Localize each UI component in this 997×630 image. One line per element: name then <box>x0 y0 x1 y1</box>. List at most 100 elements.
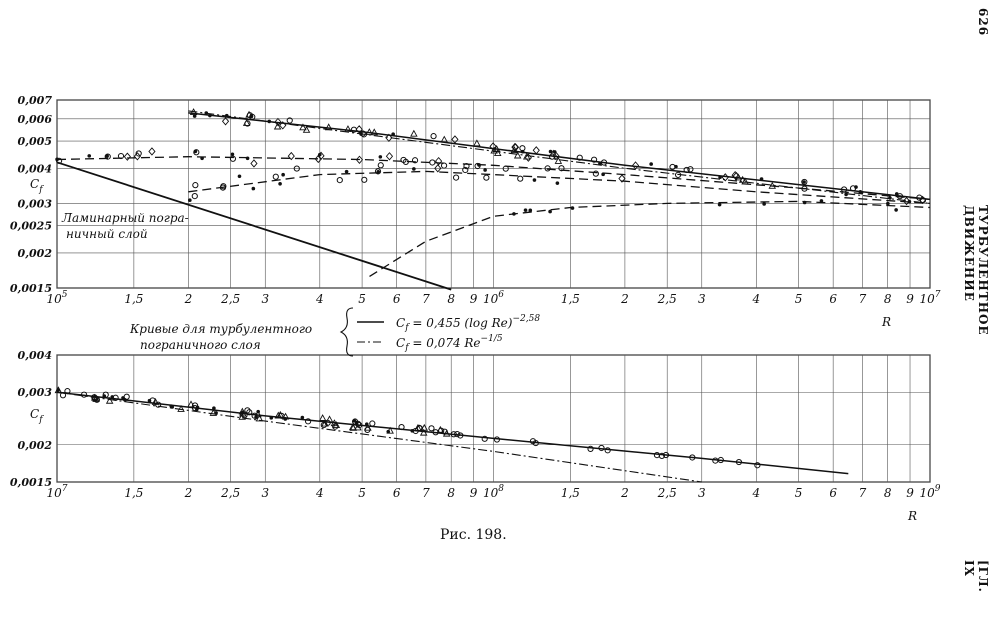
data-point <box>718 175 722 180</box>
x-tick-label: 6 <box>393 292 401 306</box>
data-point <box>440 135 449 143</box>
x-tick-label: 1,5 <box>124 292 143 306</box>
data-point <box>414 423 422 431</box>
x-tick-label: 2,5 <box>220 486 240 500</box>
data-point <box>64 388 71 395</box>
data-point <box>250 159 258 168</box>
data-point <box>281 172 285 177</box>
data-point <box>135 150 142 157</box>
data-point <box>376 169 381 174</box>
data-point <box>524 153 532 162</box>
data-point <box>192 114 197 118</box>
data-point <box>438 427 445 434</box>
data-point <box>192 182 199 189</box>
data-point <box>102 391 109 398</box>
x-tick-label: 2 <box>184 292 193 306</box>
data-point <box>369 420 376 427</box>
x-tick-label: 4 <box>315 486 324 500</box>
data-point <box>191 402 199 409</box>
data-point <box>631 161 640 170</box>
data-point <box>419 428 428 436</box>
x-tick-label: 3 <box>698 486 706 500</box>
x-tick-label: 5 <box>795 292 803 306</box>
data-point <box>548 153 556 160</box>
tick-labels: 105 1,5 2 2,5 3 4 5 6 7 8 9 106 1,5 2 2,5 3 4 5 6 7 8 9 1070,0… <box>10 94 941 500</box>
data-point <box>318 414 327 421</box>
data-point <box>919 197 927 204</box>
data-point <box>189 108 198 115</box>
data-point <box>59 392 67 399</box>
data-point <box>391 132 395 137</box>
x-tick-label: 9 <box>470 486 478 500</box>
data-point <box>244 407 251 414</box>
data-point <box>570 206 575 210</box>
data-point <box>324 123 333 131</box>
data-point <box>273 122 282 130</box>
data-point <box>653 451 661 459</box>
y-tick-label: 0,004 <box>18 162 52 175</box>
data-point <box>549 149 558 157</box>
data-point <box>254 410 262 418</box>
data-point <box>246 409 253 416</box>
data-point <box>219 184 227 191</box>
x-tick-label: 1,5 <box>561 486 580 500</box>
data-point <box>374 168 382 175</box>
y-tick-label: 0,002 <box>18 439 53 452</box>
x-tick-label: 1,5 <box>124 486 143 500</box>
x-tick-label: 105 <box>46 290 67 306</box>
data-point <box>888 196 892 200</box>
data-point <box>734 173 743 181</box>
y-tick-label: 0,007 <box>18 94 53 107</box>
data-point <box>457 432 464 439</box>
bottom-chart-grid <box>56 354 931 483</box>
data-point <box>241 412 248 419</box>
data-point <box>249 113 256 120</box>
x-tick-label: 6 <box>393 486 401 500</box>
data-point <box>717 202 722 207</box>
chapter-label: [ГЛ. IX <box>962 560 990 593</box>
x-tick-label: 7 <box>859 486 867 500</box>
data-point <box>123 398 127 402</box>
x-tick-label: 109 <box>919 484 940 500</box>
data-point <box>511 142 519 152</box>
data-point <box>649 162 653 166</box>
data-point <box>669 163 676 171</box>
data-point <box>344 125 352 133</box>
x-tick-label: 4 <box>315 292 324 306</box>
figure: 105 1,5 2 2,5 3 4 5 6 7 8 9 106 1,5 2 2,5 3 4 5 6 7 8 9 1070,0… <box>10 94 941 520</box>
data-point <box>221 117 230 126</box>
data-point <box>365 128 374 135</box>
data-point <box>410 129 418 137</box>
data-point <box>251 412 258 419</box>
data-point <box>54 386 63 394</box>
data-point <box>364 423 372 431</box>
data-point <box>452 174 460 181</box>
data-point <box>336 176 343 184</box>
data-point <box>554 156 563 164</box>
data-point <box>604 447 611 454</box>
y-tick-label: 0,003 <box>18 386 53 399</box>
data-point <box>428 425 435 432</box>
data-point <box>558 165 565 172</box>
data-point <box>224 113 229 118</box>
data-point <box>344 169 349 174</box>
data-point <box>302 125 311 133</box>
x-tick-label: 1,5 <box>561 292 580 306</box>
y-tick-label: 0,002 <box>18 247 53 260</box>
data-point <box>513 151 522 159</box>
data-point <box>370 128 379 136</box>
data-point <box>548 149 553 154</box>
data-point <box>378 155 383 159</box>
data-point <box>473 139 481 147</box>
data-point <box>576 154 583 161</box>
data-point <box>481 435 488 442</box>
x-tick-label: 8 <box>884 292 892 306</box>
series-line-0-0 <box>188 112 931 201</box>
x-tick-label: 107 <box>919 290 940 306</box>
x-tick-label: 4 <box>751 486 760 500</box>
data-point <box>687 166 694 173</box>
data-point <box>474 162 481 170</box>
top-chart-grid <box>56 99 931 289</box>
data-point <box>548 209 552 214</box>
data-point <box>768 181 777 189</box>
